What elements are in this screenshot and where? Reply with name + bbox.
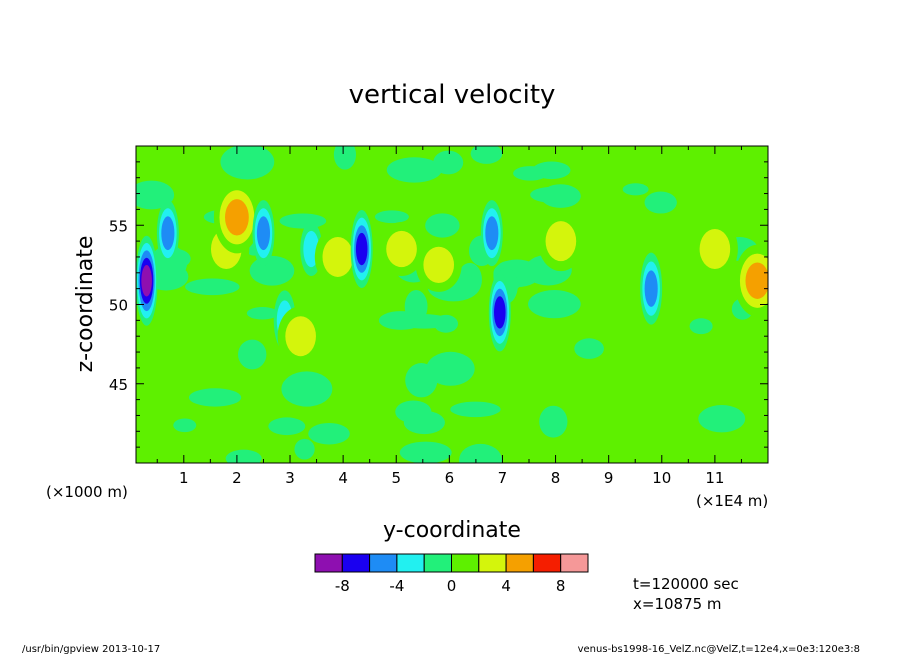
colorbar-tick-label: 4 xyxy=(501,577,511,595)
x-tick-label: 9 xyxy=(604,469,614,487)
field-cell xyxy=(225,449,262,463)
chart-title: vertical velocity xyxy=(349,80,556,110)
y-tick-label: 50 xyxy=(109,297,128,315)
colorbar-tick-label: 0 xyxy=(447,577,457,595)
annotation-time: t=120000 sec xyxy=(633,575,739,593)
field-cell xyxy=(459,443,502,463)
contour-feature xyxy=(161,216,175,251)
colorbar-swatch xyxy=(451,553,480,573)
colorbar-swatch xyxy=(423,553,453,573)
contour-feature xyxy=(699,229,731,270)
field-cell xyxy=(294,438,315,460)
colorbar-swatch xyxy=(314,553,343,573)
field-cell xyxy=(279,213,327,229)
colorbar-swatch xyxy=(532,553,562,573)
x-tick-label: 11 xyxy=(705,469,724,487)
x-axis-label: y-coordinate xyxy=(383,518,521,543)
contour-feature xyxy=(225,199,249,236)
contour-feature xyxy=(256,216,271,251)
x-tick-label: 1 xyxy=(179,469,189,487)
field-cell xyxy=(450,401,501,418)
field-cell xyxy=(246,307,279,320)
contour-feature xyxy=(423,246,455,284)
field-cell xyxy=(386,157,442,183)
colorbar-swatch xyxy=(341,553,371,573)
field-cell xyxy=(513,166,548,181)
x-tick-label: 8 xyxy=(551,469,561,487)
x-tick-label: 5 xyxy=(391,469,401,487)
annotation-x: x=10875 m xyxy=(633,595,722,613)
field-cell xyxy=(426,351,475,386)
colorbar-swatch xyxy=(560,553,589,573)
contour-feature xyxy=(355,232,368,266)
field-cell xyxy=(249,255,295,286)
contour-feature xyxy=(141,265,152,297)
contour-feature xyxy=(322,236,354,277)
x-unit-right: (×1E4 m) xyxy=(696,492,768,510)
colorbar-swatch xyxy=(505,553,534,573)
colorbar-swatch xyxy=(396,553,425,573)
x-tick-label: 10 xyxy=(652,469,671,487)
colorbar-swatch xyxy=(369,553,398,573)
field-cell xyxy=(398,314,451,329)
field-cell xyxy=(399,441,452,463)
field-cell xyxy=(308,422,350,445)
field-cell xyxy=(530,186,575,203)
field-cell xyxy=(622,183,649,196)
field-cell xyxy=(374,210,409,224)
colorbar-tick-label: -8 xyxy=(335,577,350,595)
colorbar: -8 -4 0 4 8 xyxy=(314,553,589,595)
colorbar-tick-label: 8 xyxy=(556,577,566,595)
field-cell xyxy=(231,151,255,165)
contour-feature xyxy=(386,230,417,268)
field-cell xyxy=(689,318,713,335)
footer-right: venus-bs1998-16_VelZ.nc@VelZ,t=12e4,x=0e… xyxy=(578,644,860,654)
field-cell xyxy=(528,289,581,319)
field-cell xyxy=(268,417,306,436)
contour-feature xyxy=(644,270,658,307)
y-axis-label: z-coordinate xyxy=(73,236,98,373)
contour-feature xyxy=(485,216,499,251)
y-tick-label: 55 xyxy=(109,217,128,235)
x-tick-label: 6 xyxy=(445,469,455,487)
x-tick-label: 4 xyxy=(338,469,348,487)
contour-feature xyxy=(494,296,506,329)
field-cell xyxy=(173,418,197,433)
field-cell xyxy=(574,338,604,359)
field-cell xyxy=(470,146,503,164)
field-cell xyxy=(281,371,333,407)
colorbar-tick-label: -4 xyxy=(389,577,404,595)
field-cell xyxy=(698,405,746,433)
field-cell xyxy=(539,405,568,438)
contour-feature xyxy=(285,316,316,357)
x-tick-label: 3 xyxy=(285,469,295,487)
field-cell xyxy=(185,278,240,296)
x-tick-label: 7 xyxy=(498,469,508,487)
x-unit-left: (×1000 m) xyxy=(46,483,128,501)
field-cell xyxy=(238,339,267,370)
footer-left: /usr/bin/gpview 2013-10-17 xyxy=(22,644,160,654)
contour-feature xyxy=(545,221,577,262)
field-cell xyxy=(403,410,445,435)
field-cell xyxy=(644,191,677,214)
x-tick-label: 2 xyxy=(232,469,242,487)
field-cell xyxy=(333,146,357,170)
colorbar-swatch xyxy=(478,553,507,573)
contour-feature xyxy=(745,262,768,299)
y-tick-label: 45 xyxy=(109,376,128,394)
field-cell xyxy=(425,213,460,238)
field-cell xyxy=(188,388,242,407)
